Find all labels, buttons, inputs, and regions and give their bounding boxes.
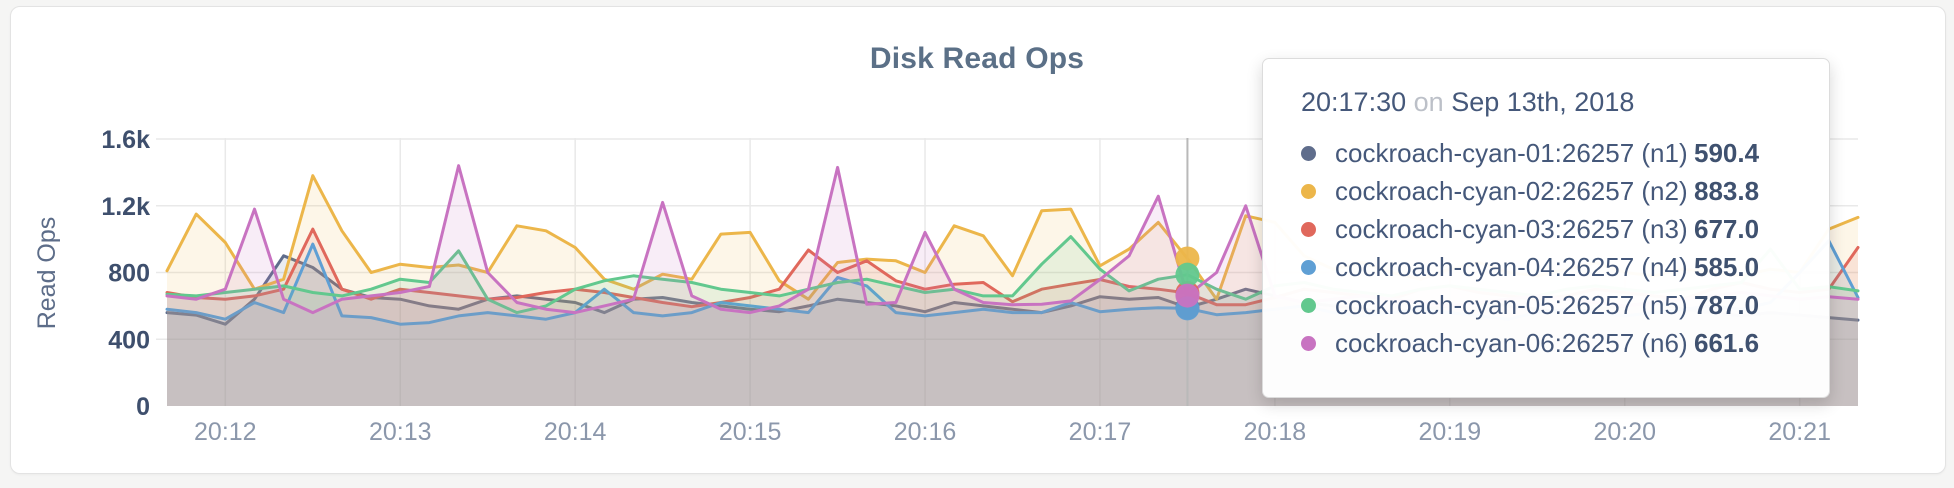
y-axis-title: Read Ops: [33, 217, 61, 330]
series-color-dot-n1: [1301, 145, 1316, 161]
tooltip-row-n3: cockroach-cyan-03:26257 (n3) 677.0: [1301, 210, 1793, 248]
series-color-dot-n3: [1301, 221, 1316, 237]
y-tick-label: 800: [108, 260, 150, 288]
series-hover-value: 787.0: [1694, 289, 1760, 320]
tooltip-row-n2: cockroach-cyan-02:26257 (n2) 883.8: [1301, 172, 1793, 210]
series-name: cockroach-cyan-06:26257 (n6): [1335, 327, 1688, 358]
tooltip-series-list: cockroach-cyan-01:26257 (n1) 590.4 cockroa…: [1301, 134, 1793, 362]
x-tick-label: 20:15: [719, 418, 782, 446]
series-name: cockroach-cyan-03:26257 (n3): [1335, 213, 1688, 244]
series-color-dot-n6: [1301, 335, 1316, 351]
series-hover-value: 661.6: [1694, 327, 1760, 358]
y-tick-label: 1.6k: [101, 126, 150, 154]
series-hover-value: 585.0: [1694, 251, 1760, 282]
tooltip-time: 20:17:30: [1301, 87, 1407, 117]
tooltip-row-n5: cockroach-cyan-05:26257 (n5) 787.0: [1301, 286, 1793, 324]
series-hover-value: 677.0: [1694, 213, 1760, 244]
series-color-dot-n2: [1301, 183, 1316, 199]
x-tick-label: 20:13: [369, 418, 432, 446]
x-tick-label: 20:17: [1069, 418, 1132, 446]
x-tick-label: 20:20: [1593, 418, 1656, 446]
chart-title: Disk Read Ops: [869, 42, 1085, 75]
y-tick-label: 1.2k: [101, 193, 150, 221]
tooltip-row-n6: cockroach-cyan-06:26257 (n6) 661.6: [1301, 324, 1793, 362]
hover-tooltip: 20:17:30 on Sep 13th, 2018 cockroach-cya…: [1262, 58, 1830, 398]
x-tick-label: 20:21: [1768, 418, 1831, 446]
series-name: cockroach-cyan-02:26257 (n2): [1335, 175, 1688, 206]
hover-dot-n6: [1175, 283, 1200, 308]
series-name: cockroach-cyan-04:26257 (n4): [1335, 251, 1688, 282]
tooltip-header: 20:17:30 on Sep 13th, 2018: [1301, 87, 1793, 118]
tooltip-row-n1: cockroach-cyan-01:26257 (n1) 590.4: [1301, 134, 1793, 172]
tooltip-row-n4: cockroach-cyan-04:26257 (n4) 585.0: [1301, 248, 1793, 286]
series-color-dot-n4: [1301, 259, 1316, 275]
hover-dot-n5: [1175, 262, 1200, 287]
series-hover-value: 883.8: [1694, 175, 1760, 206]
x-tick-label: 20:18: [1244, 418, 1307, 446]
series-hover-value: 590.4: [1694, 137, 1760, 168]
series-name: cockroach-cyan-01:26257 (n1): [1335, 137, 1688, 168]
series-name: cockroach-cyan-05:26257 (n5): [1335, 289, 1688, 320]
x-tick-label: 20:14: [544, 418, 607, 446]
x-tick-label: 20:12: [194, 418, 257, 446]
y-tick-label: 400: [108, 326, 150, 354]
tooltip-date: Sep 13th, 2018: [1451, 87, 1635, 117]
tooltip-on-word: on: [1413, 87, 1444, 117]
x-tick-label: 20:16: [894, 418, 957, 446]
x-tick-label: 20:19: [1419, 418, 1482, 446]
series-color-dot-n5: [1301, 297, 1316, 313]
y-tick-label: 0: [136, 393, 150, 421]
